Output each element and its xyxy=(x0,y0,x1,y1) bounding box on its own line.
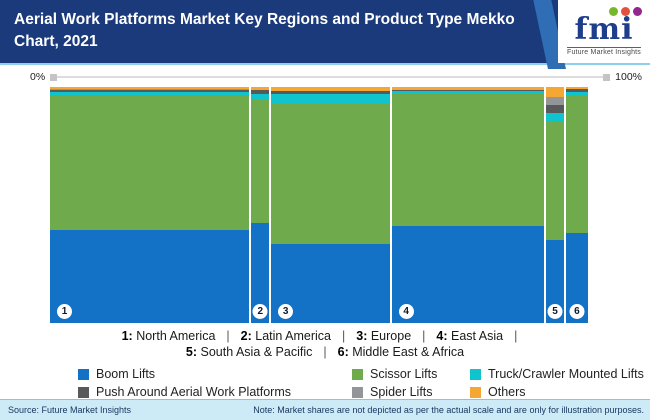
legend-item: Spider Lifts xyxy=(352,385,470,399)
region-labels-line2: 5: South Asia & Pacific | 6: Middle East &… xyxy=(185,345,465,359)
segment xyxy=(271,87,390,91)
region-number: 3: xyxy=(356,329,368,343)
separator: | xyxy=(342,329,346,343)
segment xyxy=(271,103,390,244)
legend-label: Scissor Lifts xyxy=(370,367,438,381)
scale-left-label: 0% xyxy=(30,71,46,83)
column-number-badge: 3 xyxy=(278,304,294,319)
segment xyxy=(546,120,564,240)
segment xyxy=(391,90,545,92)
logo-text: fmi xyxy=(574,12,634,48)
page-title: Aerial Work Platforms Market Key Regions… xyxy=(14,11,515,50)
segment xyxy=(251,94,270,100)
separator: | xyxy=(323,345,327,359)
segment xyxy=(546,87,564,97)
column-number-badge: 6 xyxy=(569,304,585,319)
legend-item: Push Around Aerial Work Platforms xyxy=(78,385,352,399)
source-text: Source: Future Market Insights xyxy=(8,405,132,415)
segment xyxy=(251,222,270,323)
segment xyxy=(251,99,270,223)
region-labels-line1: 1: North America | 2: Latin America | 3: Eur… xyxy=(121,329,518,343)
segment xyxy=(391,94,545,226)
legend-swatch-icon xyxy=(78,386,89,398)
segment xyxy=(271,94,390,104)
segment xyxy=(565,87,588,89)
mekko-column-5: 5 xyxy=(546,87,564,323)
legend-swatch-icon xyxy=(470,386,481,398)
scale-bar: 0% 100% xyxy=(30,70,642,84)
segment xyxy=(546,104,564,113)
segment xyxy=(391,87,545,91)
segment xyxy=(50,91,250,95)
legend-label: Others xyxy=(488,385,526,399)
segment xyxy=(251,87,270,91)
mekko-column-4: 4 xyxy=(391,87,545,323)
segment xyxy=(50,88,250,90)
legend-label: Boom Lifts xyxy=(96,367,156,381)
region-number: 4: xyxy=(436,329,448,343)
footer-bar: Source: Future Market Insights Note: Mar… xyxy=(0,399,650,420)
segment xyxy=(546,112,564,121)
logo-tagline: Future Market Insights xyxy=(566,46,642,56)
chart-legend: Boom Lifts Scissor Lifts Truck/Crawler Mou… xyxy=(78,367,650,399)
legend-item: Others xyxy=(470,385,650,399)
segment xyxy=(565,88,588,92)
segment xyxy=(565,233,588,323)
legend-item: Boom Lifts xyxy=(78,367,352,381)
separator: | xyxy=(514,329,518,343)
mekko-column-6: 6 xyxy=(565,87,588,323)
logo-dot-icon xyxy=(633,7,642,17)
region-number: 1: xyxy=(121,329,133,343)
segment xyxy=(50,87,250,89)
segment xyxy=(546,239,564,323)
region-number: 6: xyxy=(337,345,349,359)
segment xyxy=(391,225,545,323)
mekko-column-1: 1 xyxy=(50,87,250,323)
separator: | xyxy=(226,329,230,343)
segment xyxy=(50,94,250,230)
segment xyxy=(271,91,390,95)
region-number: 5: xyxy=(185,345,198,359)
segment xyxy=(251,90,270,95)
separator: | xyxy=(422,329,426,343)
legend-label: Truck/Crawler Mounted Lifts xyxy=(488,367,644,381)
segment xyxy=(565,91,588,95)
segment xyxy=(391,91,545,95)
logo-dots xyxy=(609,7,642,17)
segment xyxy=(546,96,564,105)
legend-swatch-icon xyxy=(78,368,89,380)
scale-left-handle-icon xyxy=(50,73,58,81)
fmi-logo: fmi Future Market Insights xyxy=(558,0,650,63)
legend-swatch-icon xyxy=(352,386,363,398)
legend-swatch-icon xyxy=(352,368,363,380)
mekko-column-3: 3 xyxy=(271,87,390,323)
logo-dot-icon xyxy=(609,7,618,17)
scale-track xyxy=(50,73,611,81)
mekko-column-2: 2 xyxy=(251,87,270,323)
legend-label: Push Around Aerial Work Platforms xyxy=(96,385,291,399)
legend-item: Scissor Lifts xyxy=(352,367,470,381)
legend-swatch-icon xyxy=(470,368,481,380)
legend-label: Spider Lifts xyxy=(370,385,433,399)
note-text: Note: Market shares are not depicted as … xyxy=(253,405,644,415)
segment xyxy=(50,229,250,323)
column-number-badge: 4 xyxy=(398,304,414,319)
scale-right-handle-icon xyxy=(603,73,611,81)
scale-line xyxy=(57,76,604,78)
segment xyxy=(50,89,250,92)
logo-dot-icon xyxy=(621,7,630,17)
legend-item: Truck/Crawler Mounted Lifts xyxy=(470,367,650,381)
scale-right-label: 100% xyxy=(615,71,642,83)
segment xyxy=(565,95,588,234)
column-number-badge: 5 xyxy=(547,304,563,319)
region-labels: 1: North America | 2: Latin America | 3: Eur… xyxy=(0,328,650,360)
column-number-badge: 1 xyxy=(57,304,72,319)
column-number-badge: 2 xyxy=(252,304,268,319)
header-banner: Aerial Work Platforms Market Key Regions… xyxy=(0,0,650,69)
region-number: 2: xyxy=(240,329,252,343)
